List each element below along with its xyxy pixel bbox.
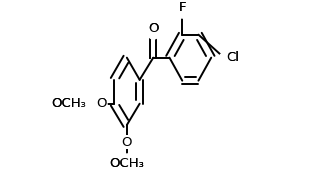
Text: Cl: Cl (227, 51, 240, 64)
Text: OCH₃: OCH₃ (51, 97, 86, 110)
Text: OCH₃: OCH₃ (110, 157, 144, 170)
Text: O: O (122, 136, 132, 149)
Text: F: F (179, 1, 186, 14)
Text: O: O (122, 136, 132, 149)
Text: O: O (96, 97, 107, 110)
Text: Cl: Cl (227, 51, 240, 64)
Text: F: F (179, 1, 186, 14)
Text: OCH₃: OCH₃ (110, 157, 144, 170)
Text: O: O (96, 97, 107, 110)
Text: O: O (148, 23, 159, 35)
Text: O: O (148, 23, 159, 35)
Text: OCH₃: OCH₃ (51, 97, 86, 110)
